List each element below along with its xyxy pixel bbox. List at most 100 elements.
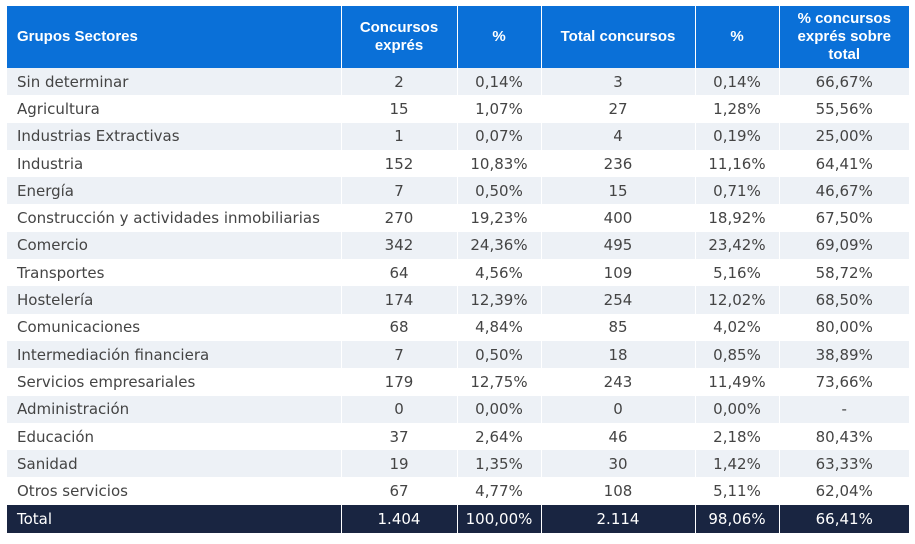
sector-name-cell: Construcción y actividades inmobiliarias <box>7 204 341 232</box>
sector-name-cell: Agricultura <box>7 95 341 123</box>
percent-total-cell: 18,92% <box>694 204 779 232</box>
header-concursos-expres: Concursos exprés <box>340 6 457 68</box>
table-footer: Total 1.404 100,00% 2.114 98,06% 66,41% <box>7 504 909 533</box>
sector-name-cell: Hostelería <box>7 286 341 314</box>
percent-expres-sobre-total-cell: 68,50% <box>778 286 909 314</box>
sector-name-cell: Transportes <box>7 259 341 287</box>
concursos-expres-cell: 152 <box>340 149 457 178</box>
percent-expres-sobre-total-cell: 64,41% <box>778 149 909 178</box>
concursos-expres-cell: 342 <box>340 231 457 260</box>
table-row: Educación 37 2,64% 46 2,18% 80,43% <box>7 422 909 451</box>
total-label: Total <box>7 504 341 533</box>
percent-expres-cell: 12,39% <box>456 286 541 314</box>
percent-expres-cell: 1,35% <box>456 450 541 478</box>
sector-name-cell: Energía <box>7 177 341 205</box>
header-percent-expres: % <box>456 6 541 68</box>
total-concursos-cell: 15 <box>540 177 695 205</box>
percent-expres-sobre-total-cell: 66,67% <box>778 68 909 96</box>
percent-expres-sobre-total-cell: 80,43% <box>778 422 909 451</box>
total-concursos-cell: 30 <box>540 450 695 478</box>
percent-expres-sobre-total-cell: 58,72% <box>778 259 909 287</box>
total-percent-expres-sobre-total: 66,41% <box>778 504 909 533</box>
percent-expres-cell: 0,07% <box>456 122 541 150</box>
header-grupos-sectores: Grupos Sectores <box>7 6 341 68</box>
table-body: Sin determinar 2 0,14% 3 0,14% 66,67% Agricult… <box>7 68 909 505</box>
concursos-expres-cell: 19 <box>340 450 457 478</box>
percent-expres-cell: 4,77% <box>456 477 541 505</box>
percent-total-cell: 12,02% <box>694 286 779 314</box>
percent-expres-cell: 0,50% <box>456 177 541 205</box>
percent-expres-cell: 1,07% <box>456 95 541 123</box>
sector-name-cell: Industrias Extractivas <box>7 122 341 150</box>
percent-expres-cell: 19,23% <box>456 204 541 232</box>
table-row: Construcción y actividades inmobiliarias… <box>7 204 909 232</box>
total-row: Total 1.404 100,00% 2.114 98,06% 66,41% <box>7 504 909 533</box>
table-row: Intermediación financiera 7 0,50% 18 0,85% 38… <box>7 340 909 369</box>
percent-total-cell: 5,16% <box>694 259 779 287</box>
table-row: Agricultura 15 1,07% 27 1,28% 55,56% <box>7 95 909 123</box>
table-row: Hostelería 174 12,39% 254 12,02% 68,50% <box>7 286 909 314</box>
total-concursos-cell: 18 <box>540 340 695 369</box>
total-concursos-cell: 243 <box>540 368 695 396</box>
percent-expres-sobre-total-cell: 69,09% <box>778 231 909 260</box>
percent-expres-sobre-total-cell: - <box>778 395 909 423</box>
concursos-expres-cell: 1 <box>340 122 457 150</box>
sector-name-cell: Administración <box>7 395 341 423</box>
header-total-concursos: Total concursos <box>540 6 695 68</box>
total-total-concursos: 2.114 <box>540 504 695 533</box>
concursos-expres-cell: 15 <box>340 95 457 123</box>
percent-total-cell: 1,42% <box>694 450 779 478</box>
sector-name-cell: Servicios empresariales <box>7 368 341 396</box>
percent-expres-sobre-total-cell: 55,56% <box>778 95 909 123</box>
percent-expres-sobre-total-cell: 80,00% <box>778 313 909 341</box>
table-row: Sanidad 19 1,35% 30 1,42% 63,33% <box>7 450 909 478</box>
sector-name-cell: Sanidad <box>7 450 341 478</box>
percent-total-cell: 0,85% <box>694 340 779 369</box>
percent-expres-cell: 0,50% <box>456 340 541 369</box>
sector-name-cell: Educación <box>7 422 341 451</box>
percent-total-cell: 0,19% <box>694 122 779 150</box>
total-concursos-cell: 400 <box>540 204 695 232</box>
table-row: Administración 0 0,00% 0 0,00% - <box>7 395 909 423</box>
total-concursos-cell: 27 <box>540 95 695 123</box>
table-row: Comercio 342 24,36% 495 23,42% 69,09% <box>7 231 909 260</box>
table-row: Comunicaciones 68 4,84% 85 4,02% 80,00% <box>7 313 909 341</box>
percent-total-cell: 1,28% <box>694 95 779 123</box>
concursos-expres-cell: 37 <box>340 422 457 451</box>
total-concursos-cell: 109 <box>540 259 695 287</box>
sector-name-cell: Sin determinar <box>7 68 341 96</box>
percent-expres-sobre-total-cell: 38,89% <box>778 340 909 369</box>
table-row: Transportes 64 4,56% 109 5,16% 58,72% <box>7 259 909 287</box>
percent-expres-cell: 10,83% <box>456 149 541 178</box>
percent-total-cell: 0,71% <box>694 177 779 205</box>
concursos-expres-cell: 67 <box>340 477 457 505</box>
concursos-expres-cell: 7 <box>340 340 457 369</box>
concursos-expres-cell: 174 <box>340 286 457 314</box>
concursos-expres-cell: 7 <box>340 177 457 205</box>
percent-total-cell: 11,16% <box>694 149 779 178</box>
table-row: Energía 7 0,50% 15 0,71% 46,67% <box>7 177 909 205</box>
header-percent-expres-sobre-total: % concursos exprés sobre total <box>778 6 909 68</box>
table-row: Otros servicios 67 4,77% 108 5,11% 62,04% <box>7 477 909 505</box>
sector-name-cell: Otros servicios <box>7 477 341 505</box>
total-concursos-cell: 254 <box>540 286 695 314</box>
percent-total-cell: 2,18% <box>694 422 779 451</box>
percent-total-cell: 4,02% <box>694 313 779 341</box>
total-concursos-cell: 4 <box>540 122 695 150</box>
total-percent-total: 98,06% <box>694 504 779 533</box>
percent-total-cell: 0,14% <box>694 68 779 96</box>
percent-expres-sobre-total-cell: 46,67% <box>778 177 909 205</box>
total-percent-expres: 100,00% <box>456 504 541 533</box>
percent-expres-cell: 4,84% <box>456 313 541 341</box>
percent-expres-sobre-total-cell: 67,50% <box>778 204 909 232</box>
table-row: Sin determinar 2 0,14% 3 0,14% 66,67% <box>7 68 909 96</box>
table-row: Servicios empresariales 179 12,75% 243 11,49… <box>7 368 909 396</box>
percent-expres-sobre-total-cell: 73,66% <box>778 368 909 396</box>
total-concursos-cell: 46 <box>540 422 695 451</box>
concursos-expres-cell: 2 <box>340 68 457 96</box>
total-concursos-cell: 108 <box>540 477 695 505</box>
percent-expres-cell: 0,00% <box>456 395 541 423</box>
percent-total-cell: 11,49% <box>694 368 779 396</box>
header-percent-total: % <box>694 6 779 68</box>
concursos-expres-cell: 0 <box>340 395 457 423</box>
